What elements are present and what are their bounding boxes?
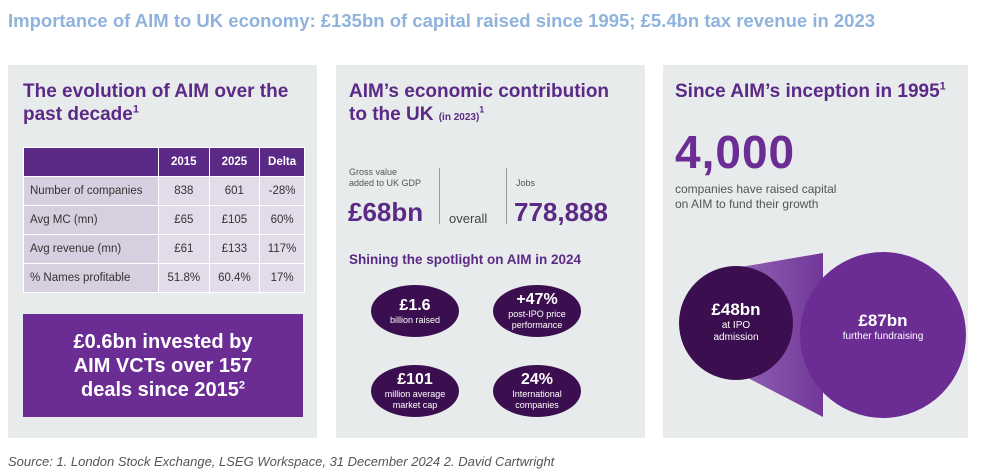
since-inception-panel: Since AIM’s inception in 19951 4,000 com…	[663, 65, 968, 438]
companies-count: 4,000	[675, 126, 796, 178]
stat-bubble-ipo-performance: +47% post-IPO price performance	[493, 285, 581, 337]
panel3-title: Since AIM’s inception in 19951	[675, 80, 946, 103]
economic-contribution-panel: AIM’s economic contribution to the UK (i…	[336, 65, 645, 438]
bubble-value: £1.6	[399, 296, 431, 314]
table-header-row: 2015 2025 Delta	[23, 147, 305, 177]
panel3-title-text: Since AIM’s inception in 1995	[675, 81, 940, 102]
panel1-title-footnote: 1	[132, 103, 139, 116]
panel1-title-line2: past decade	[23, 104, 133, 125]
table-row: % Names profitable 51.8% 60.4% 17%	[23, 263, 305, 293]
panel2-title: AIM’s economic contribution to the UK (i…	[349, 80, 609, 129]
fundraising-value: £87bn	[858, 311, 908, 330]
vct-footnote: 2	[238, 378, 245, 391]
bubble-value: 24%	[520, 371, 554, 388]
table-header-cell: 2015	[158, 147, 210, 177]
table-cell: % Names profitable	[23, 263, 159, 293]
companies-description: companies have raised capital on AIM to …	[675, 182, 836, 212]
spotlight-title: Shining the spotlight on AIM in 2024	[349, 252, 581, 267]
table-cell: -28%	[259, 176, 305, 206]
panel2-title-aside: (in 2023)	[438, 112, 480, 123]
panel1-title-line1: The evolution of AIM over the	[23, 81, 289, 102]
table-cell: 51.8%	[158, 263, 210, 293]
vct-line2: AIM VCTs over 157	[73, 354, 253, 377]
vct-line1: £0.6bn invested by	[73, 330, 253, 353]
divider	[506, 168, 507, 224]
table-cell: £133	[208, 234, 261, 264]
page-headline: Importance of AIM to UK economy: £135bn …	[8, 10, 876, 31]
table-cell: Avg revenue (mn)	[23, 234, 159, 264]
ipo-label-line2: admission	[713, 332, 759, 343]
table-cell: 117%	[259, 234, 305, 264]
table-cell: Number of companies	[23, 176, 159, 206]
bubble-label: post-IPO price	[508, 309, 566, 319]
table-row: Number of companies 838 601 -28%	[23, 176, 305, 206]
vct-investment-callout: £0.6bn invested by AIM VCTs over 157 dea…	[23, 314, 303, 417]
ipo-circle-label: £48bn at IPO admission	[681, 300, 791, 344]
further-fundraising-circle	[800, 252, 966, 418]
table-cell: 60%	[259, 205, 305, 235]
gva-label: Gross value added to UK GDP	[349, 167, 421, 189]
panel3-title-footnote: 1	[939, 80, 946, 93]
stat-bubble-market-cap: £101 million average market cap	[371, 365, 459, 417]
desc-line2: on AIM to fund their growth	[675, 197, 819, 211]
fundraising-label: further fundraising	[842, 331, 924, 342]
panel2-title-line2: to the UK	[349, 104, 434, 125]
ipo-value: £48bn	[711, 300, 761, 319]
panel2-title-footnote: 1	[479, 104, 485, 115]
table-cell: 838	[158, 176, 210, 206]
gva-label-line1: Gross value	[349, 167, 398, 177]
bubble-label: million average	[384, 389, 446, 399]
table-cell: 601	[208, 176, 261, 206]
panel2-title-line1: AIM’s economic contribution	[349, 81, 610, 102]
panel1-title: The evolution of AIM over the past decad…	[23, 80, 288, 126]
table-header-cell	[23, 147, 159, 177]
gva-label-line2: added to UK GDP	[349, 178, 422, 188]
aim-evolution-panel: The evolution of AIM over the past decad…	[8, 65, 317, 438]
bubble-label: companies	[515, 400, 559, 410]
bubble-value: +47%	[516, 291, 558, 308]
source-footnote: Source: 1. London Stock Exchange, LSEG W…	[8, 454, 555, 469]
table-row: Avg revenue (mn) £61 £133 117%	[23, 234, 305, 264]
fundraising-circles-graphic	[679, 252, 966, 418]
ipo-label-line1: at IPO	[721, 320, 751, 331]
table-cell: £65	[158, 205, 210, 235]
bubble-label: market cap	[392, 400, 438, 410]
bubble-value: £101	[397, 371, 433, 388]
table-header-cell: 2025	[208, 147, 261, 177]
bubble-label: billion raised	[389, 314, 441, 325]
overall-label: overall	[449, 211, 488, 226]
fundraising-circle-label: £87bn further fundraising	[813, 311, 953, 343]
table-header-cell: Delta	[259, 147, 305, 177]
stat-bubble-international: 24% International companies	[493, 365, 581, 417]
table-cell: £105	[208, 205, 261, 235]
divider	[439, 168, 440, 224]
desc-line1: companies have raised capital	[675, 182, 837, 196]
jobs-label: Jobs	[516, 178, 536, 188]
evolution-table: 2015 2025 Delta Number of companies 838 …	[23, 147, 305, 293]
table-cell: Avg MC (mn)	[23, 205, 159, 235]
ipo-circle	[679, 266, 793, 380]
stat-bubble-raised: £1.6 billion raised	[371, 285, 459, 337]
table-cell: 60.4%	[208, 263, 261, 293]
vct-line3: deals since 2015	[80, 378, 239, 401]
table-row: Avg MC (mn) £65 £105 60%	[23, 205, 305, 235]
table-cell: 17%	[259, 263, 305, 293]
bubble-label: International	[512, 389, 562, 399]
table-cell: £61	[158, 234, 210, 264]
gva-value: £68bn	[348, 197, 424, 227]
jobs-value: 778,888	[514, 197, 608, 227]
bubble-label: performance	[511, 320, 563, 330]
